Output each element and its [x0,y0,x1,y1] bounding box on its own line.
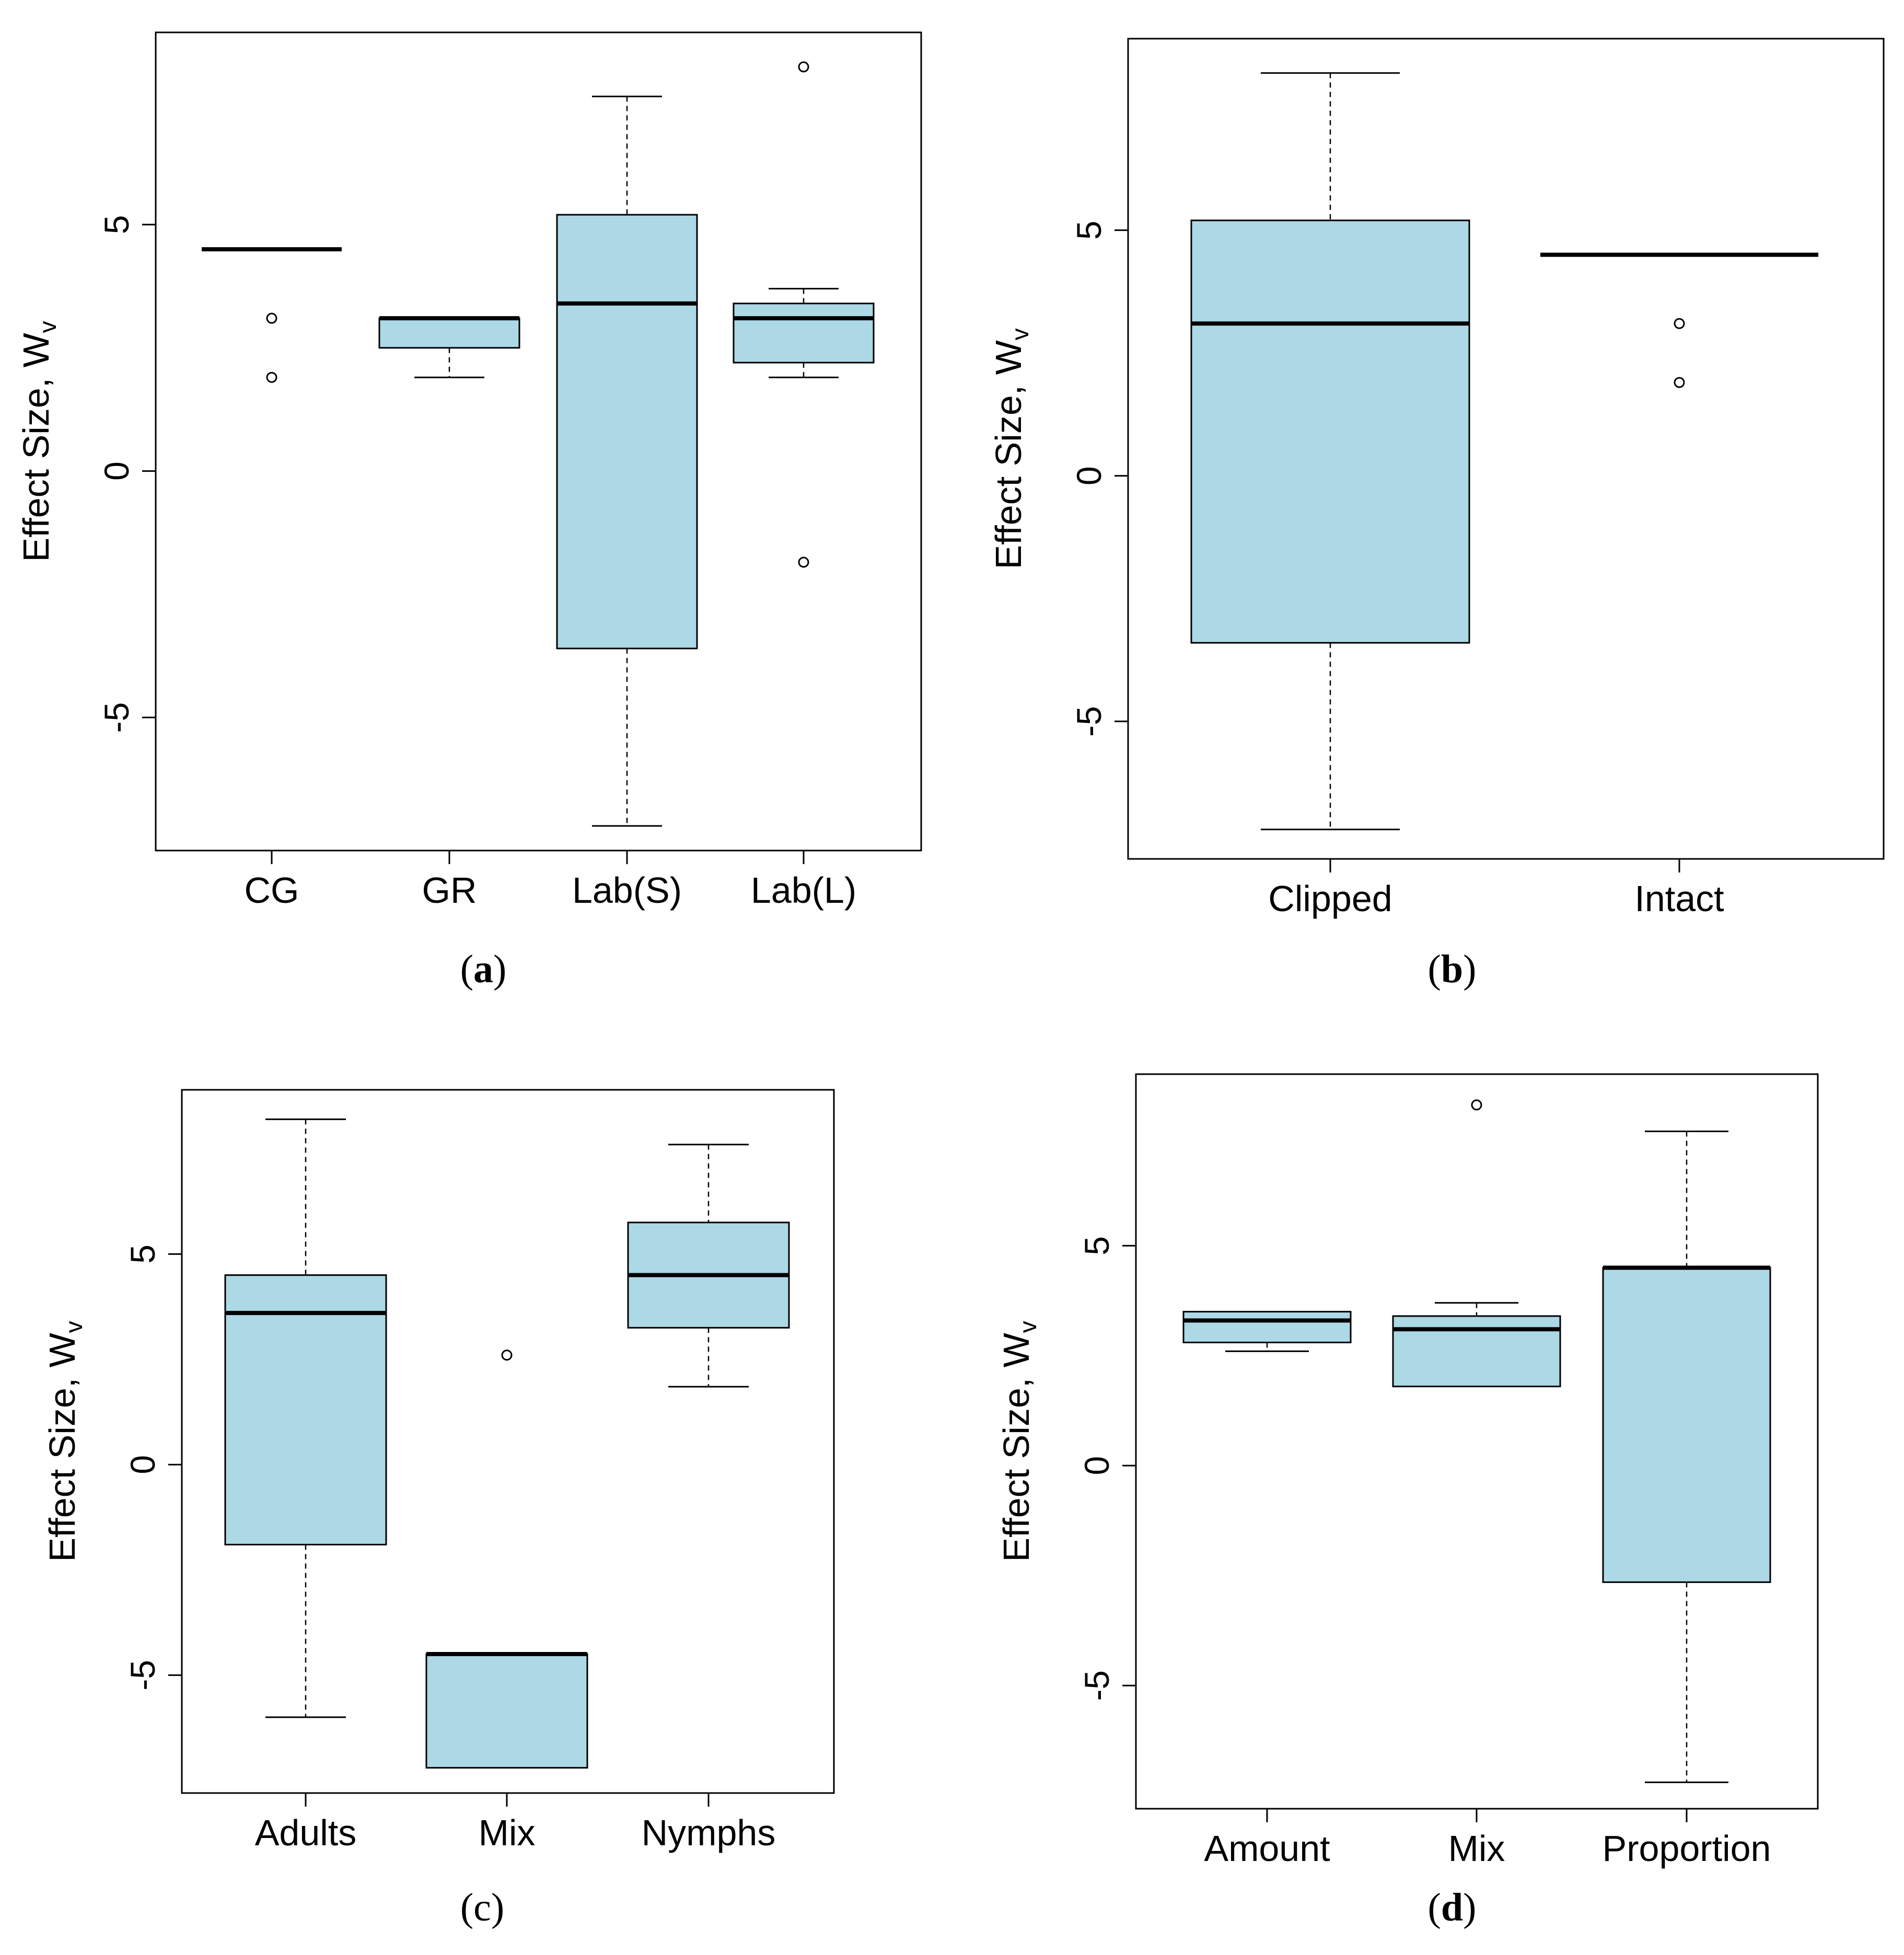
outlier-point [798,556,809,568]
box-mix [1392,1315,1561,1388]
caption-open-paren: ( [460,947,473,991]
y-tick-label: 5 [1070,220,1108,240]
caption-letter: c [473,1886,491,1929]
plot-frame [181,1089,835,1794]
y-axis-title: Effect Size, Wv [42,1321,87,1562]
x-tick-label: Proportion [1603,1828,1771,1869]
panel-a: -5 0 5 Effect Size, Wv CG GR Lab(S) Lab(L) (a) [16,31,922,991]
x-tick-label: Adults [255,1812,357,1853]
panel-caption: (d) [1428,1886,1477,1929]
y-axis-title: Effect Size, Wv [16,321,61,562]
outlier-point [266,312,277,324]
y-tick-label: 0 [1077,1456,1116,1475]
y-axis-title-subscript: v [60,1321,87,1333]
x-tick-label: Amount [1204,1828,1330,1869]
panel-d: -5 0 5 Effect Size, Wv Amount Mix Proportion (d… [996,1073,1819,1929]
x-tick-label: Lab(S) [572,870,682,911]
y-tick-label: -5 [1077,1670,1116,1701]
y-tick-label: 0 [97,461,136,481]
y-axis-title-text: Effect Size, W [16,333,56,562]
y-axis-title-subscript: v [1014,1321,1041,1333]
x-tick-label: Mix [479,1812,536,1853]
x-tick-label: CG [245,870,299,911]
caption-close-paren: ) [493,947,506,991]
y-axis-title: Effect Size, Wv [996,1321,1041,1562]
caption-open-paren: ( [1428,1886,1441,1929]
panel-caption: (c) [460,1886,504,1929]
box-proportion [1602,1266,1771,1583]
box-lab-s- [556,214,698,649]
caption-letter: b [1441,947,1463,991]
x-tick-label: Nymphs [642,1812,776,1853]
y-axis-title-subscript: v [1006,328,1034,340]
box-mix [425,1653,588,1769]
outlier-point [1471,1099,1482,1111]
y-axis-title-subscript: v [34,321,61,333]
panel-caption: (a) [460,947,507,991]
x-tick-label: Clipped [1268,878,1392,919]
y-tick-label: 5 [1077,1236,1116,1255]
caption-letter: d [1441,1886,1463,1929]
plot-frame [155,31,922,852]
panel-b: -5 0 5 Effect Size, Wv Clipped Intact (b) [988,38,1885,991]
y-tick-label: 5 [123,1244,162,1264]
y-tick-label: 0 [123,1455,162,1474]
outlier-point [501,1349,513,1361]
box-gr [378,317,520,349]
y-axis-title: Effect Size, Wv [988,328,1034,569]
outlier-point [1674,318,1685,329]
x-tick-label: Lab(L) [751,870,856,911]
x-tick-label: GR [422,870,477,911]
x-tick-label: Intact [1634,878,1724,919]
y-axis-title-text: Effect Size, W [996,1333,1037,1562]
y-tick-label: -5 [123,1660,162,1691]
box-amount [1182,1311,1352,1344]
outlier-point [798,61,809,73]
panel-caption: (b) [1428,947,1477,991]
x-tick-label: Mix [1448,1828,1505,1869]
plot-frame [1127,38,1885,860]
caption-close-paren: ) [491,1886,504,1929]
y-axis-title-text: Effect Size, W [42,1333,83,1562]
y-tick-label: 0 [1070,466,1108,485]
y-axis-title-text: Effect Size, W [988,340,1029,569]
y-tick-label: -5 [1070,706,1108,737]
caption-open-paren: ( [1428,947,1441,991]
box-clipped [1190,219,1470,644]
y-tick-label: 5 [97,215,136,235]
outlier-point [266,371,277,383]
caption-open-paren: ( [460,1886,473,1929]
caption-close-paren: ) [1463,1886,1476,1929]
box-adults [224,1274,387,1545]
caption-letter: a [473,947,493,991]
caption-close-paren: ) [1463,947,1476,991]
y-tick-label: -5 [97,702,136,733]
panel-c: -5 0 5 Effect Size, Wv Adults Mix Nymphs (c) [42,1089,835,1929]
box-lab-l- [733,302,875,364]
outlier-point [1674,377,1685,388]
